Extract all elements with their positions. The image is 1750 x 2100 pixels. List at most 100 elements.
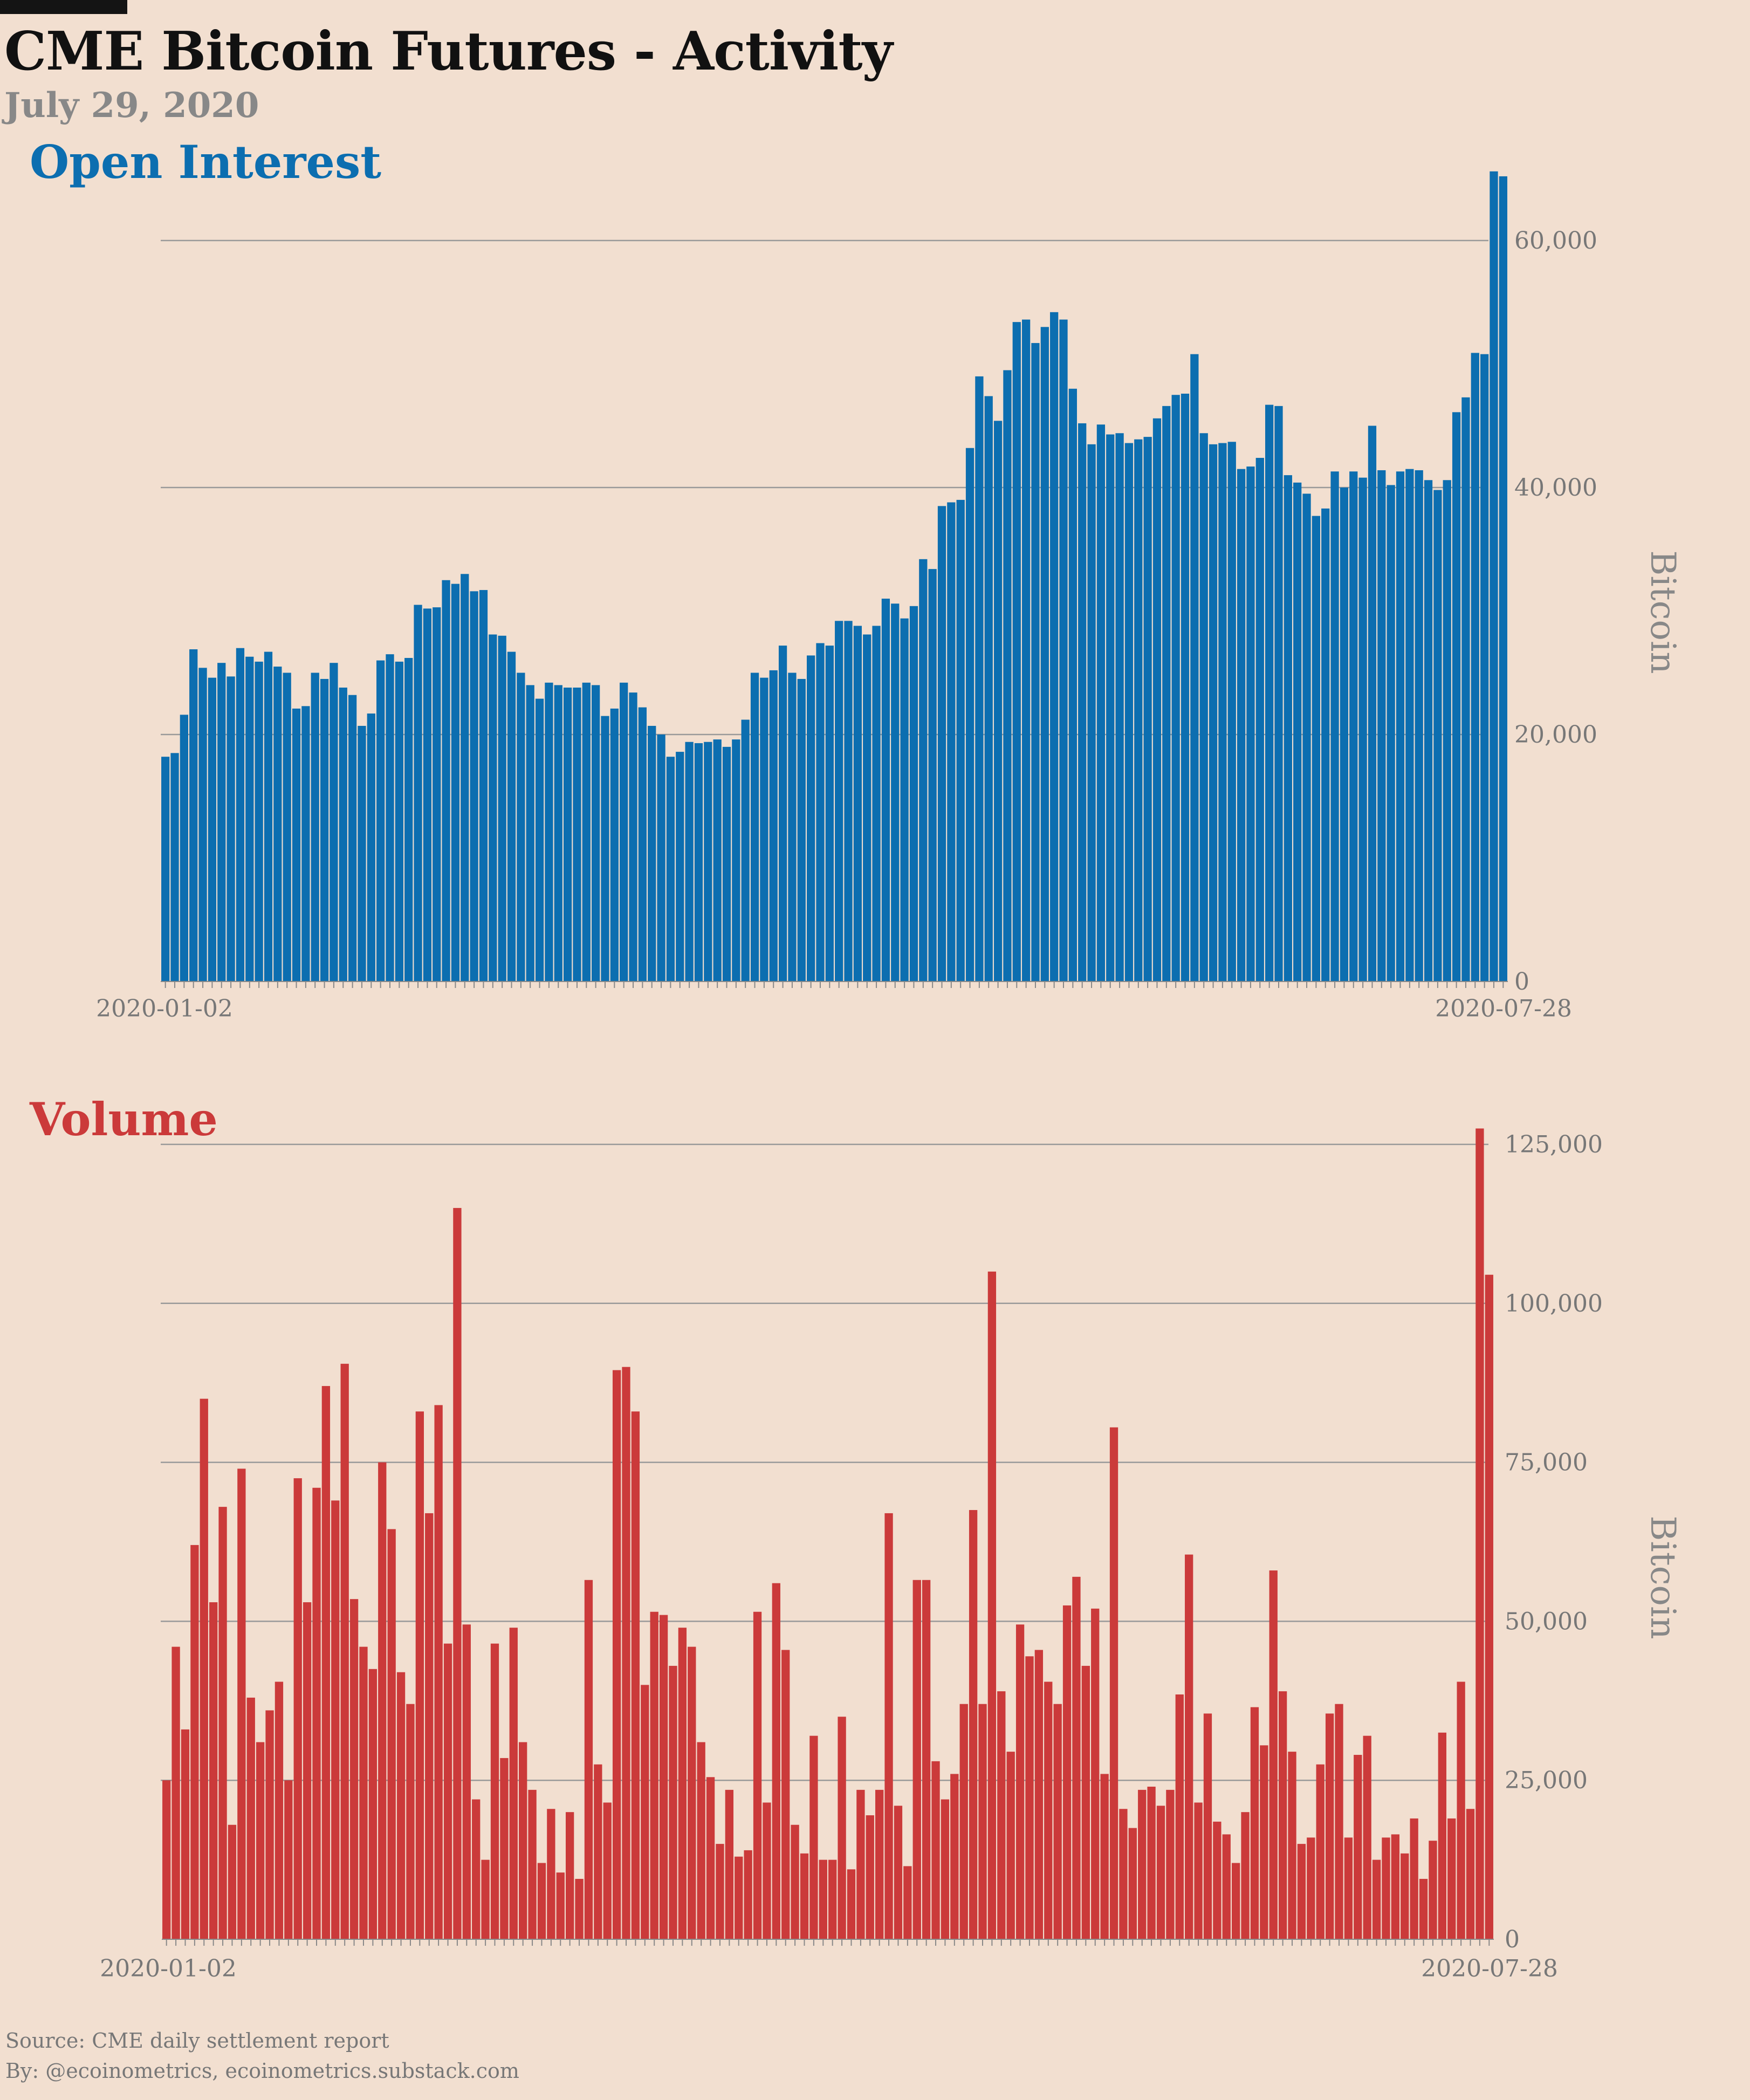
volume-bar	[641, 1685, 649, 1939]
open-interest-bar	[610, 708, 619, 982]
open-interest-bar	[835, 621, 843, 982]
open-interest-bar	[1152, 418, 1162, 982]
volume-bar	[359, 1646, 368, 1939]
volume-bar	[1044, 1682, 1053, 1939]
open-interest-bar	[1078, 423, 1087, 982]
open-interest-bar	[900, 618, 909, 982]
volume-bar	[856, 1789, 865, 1939]
volume-bar	[912, 1580, 921, 1939]
open-interest-bar	[975, 376, 984, 982]
open-interest-bar	[1255, 458, 1264, 982]
volume-bar	[1476, 1128, 1484, 1939]
open-interest-bar	[816, 643, 825, 982]
open-interest-bar	[947, 502, 956, 982]
volume-bar	[1260, 1745, 1268, 1939]
open-interest-bar	[909, 606, 918, 982]
volume-bar	[1485, 1274, 1493, 1939]
volume-bar	[1382, 1837, 1390, 1939]
open-interest-bar	[1499, 176, 1507, 982]
open-interest-bar	[1199, 433, 1208, 982]
open-interest-title: Open Interest	[30, 135, 381, 189]
open-interest-bar	[395, 661, 403, 982]
volume-bar	[819, 1859, 827, 1939]
open-interest-bar	[376, 660, 385, 982]
volume-bar	[941, 1799, 950, 1939]
open-interest-bar	[1284, 475, 1292, 982]
open-interest-bar	[1358, 477, 1367, 982]
open-interest-bar	[311, 672, 319, 982]
open-interest-chart: Open Interest Bitcoin 2020-01-02 2020-07…	[30, 135, 1683, 1022]
volume-bar	[528, 1789, 537, 1939]
open-interest-bar	[1096, 424, 1106, 982]
open-interest-bar	[760, 677, 768, 982]
open-interest-bar	[517, 672, 525, 982]
volume-bar	[1372, 1859, 1381, 1939]
volume-bar	[181, 1729, 190, 1939]
volume-bar	[443, 1643, 452, 1939]
open-interest-bar	[1246, 466, 1255, 982]
volume-bar	[1138, 1789, 1147, 1939]
open-interest-y-tick-label: 20,000	[1514, 721, 1597, 749]
volume-bar	[987, 1271, 997, 1939]
open-interest-bar	[1227, 442, 1236, 982]
open-interest-bar	[283, 672, 291, 982]
open-interest-bar	[1490, 171, 1498, 982]
open-interest-bar	[1031, 343, 1040, 982]
volume-bar	[519, 1742, 527, 1939]
volume-bar	[1213, 1821, 1221, 1939]
open-interest-bar	[320, 678, 329, 982]
volume-bar	[246, 1697, 255, 1939]
volume-bar	[1194, 1802, 1203, 1939]
open-interest-bar	[1012, 322, 1021, 982]
open-interest-bar	[844, 621, 853, 982]
volume-bar	[462, 1624, 471, 1939]
open-interest-bar	[479, 590, 488, 982]
open-interest-bar	[956, 499, 965, 982]
open-interest-bar	[489, 634, 497, 982]
volume-bar	[1410, 1818, 1418, 1939]
volume-bar	[1307, 1837, 1315, 1939]
volume-bar	[772, 1583, 780, 1939]
open-interest-bar	[1349, 471, 1358, 982]
volume-bar	[387, 1529, 396, 1939]
open-interest-bar	[236, 648, 245, 982]
open-interest-bar	[685, 742, 694, 982]
open-interest-bar	[1433, 490, 1442, 982]
open-interest-bar	[1274, 406, 1283, 982]
volume-bar	[1006, 1752, 1015, 1939]
open-interest-bar	[180, 715, 189, 982]
volume-bar	[1222, 1834, 1231, 1939]
volume-bar	[256, 1742, 265, 1939]
open-interest-bar	[1396, 471, 1405, 982]
open-interest-bar	[217, 663, 226, 982]
open-interest-bar	[1424, 480, 1433, 982]
volume-bar	[1232, 1863, 1240, 1939]
volume-bar	[349, 1599, 359, 1939]
volume-bar	[631, 1411, 640, 1939]
volume-bar	[697, 1742, 705, 1939]
open-interest-bar	[1003, 370, 1012, 982]
volume-bar	[1250, 1707, 1259, 1939]
volume-bar	[237, 1468, 246, 1939]
open-interest-y-tick-label: 40,000	[1514, 474, 1597, 502]
volume-y-tick-label: 100,000	[1505, 1290, 1603, 1317]
volume-bar	[1072, 1576, 1081, 1939]
volume-y-tick-label: 75,000	[1505, 1449, 1588, 1477]
volume-bar	[284, 1780, 293, 1939]
open-interest-bar	[1050, 312, 1059, 982]
open-interest-bar	[348, 695, 357, 982]
volume-bar	[744, 1850, 752, 1939]
open-interest-bar	[1265, 404, 1274, 982]
volume-bar	[340, 1363, 349, 1939]
volume-bar	[1269, 1570, 1278, 1939]
open-interest-bar	[1377, 470, 1386, 982]
open-interest-bar	[292, 708, 301, 982]
open-interest-bar	[535, 698, 544, 982]
volume-bar	[997, 1691, 1006, 1939]
open-interest-bar	[1040, 327, 1049, 982]
volume-bar	[1401, 1853, 1409, 1939]
open-interest-bar	[592, 685, 600, 982]
open-interest-bar	[1021, 319, 1031, 982]
open-interest-bar	[1340, 488, 1349, 982]
open-interest-bar	[227, 676, 235, 982]
